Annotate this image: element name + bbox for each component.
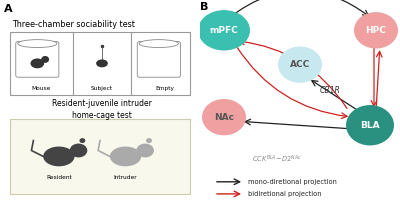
Text: NAc: NAc: [214, 113, 234, 122]
Ellipse shape: [96, 59, 108, 67]
Text: Subject: Subject: [91, 86, 113, 91]
Ellipse shape: [110, 146, 141, 166]
Ellipse shape: [30, 58, 44, 68]
Ellipse shape: [136, 144, 154, 157]
Ellipse shape: [354, 12, 398, 48]
Text: Resident: Resident: [46, 175, 72, 180]
Text: Resident-juvenile intruder: Resident-juvenile intruder: [52, 99, 152, 108]
Text: mono-diretional projection: mono-diretional projection: [248, 179, 337, 185]
Text: B: B: [200, 2, 208, 12]
Ellipse shape: [18, 40, 57, 47]
FancyBboxPatch shape: [137, 42, 180, 77]
Text: $\mathit{CCK}^{\mathit{BLA}}\mathit{\!-\!D2}^{\mathit{NAc}}$: $\mathit{CCK}^{\mathit{BLA}}\mathit{\!-\…: [252, 154, 302, 165]
Text: bidiretional projection: bidiretional projection: [248, 191, 322, 197]
Text: BLA: BLA: [360, 121, 380, 130]
Ellipse shape: [70, 144, 87, 157]
Text: mPFC: mPFC: [210, 26, 238, 35]
Ellipse shape: [139, 40, 178, 47]
Text: A: A: [4, 4, 13, 14]
FancyBboxPatch shape: [10, 32, 190, 95]
Text: Mouse: Mouse: [32, 86, 51, 91]
Text: home-cage test: home-cage test: [72, 111, 132, 120]
Ellipse shape: [346, 105, 394, 145]
Text: HPC: HPC: [366, 26, 386, 35]
Ellipse shape: [198, 10, 250, 51]
Ellipse shape: [41, 56, 49, 63]
Text: Empty: Empty: [155, 86, 174, 91]
Text: ACC: ACC: [290, 60, 310, 69]
Text: Intruder: Intruder: [114, 175, 137, 180]
Ellipse shape: [278, 46, 322, 83]
FancyBboxPatch shape: [16, 42, 59, 77]
FancyBboxPatch shape: [10, 119, 190, 194]
Ellipse shape: [80, 138, 85, 143]
Ellipse shape: [43, 146, 74, 166]
Ellipse shape: [202, 99, 246, 135]
Text: Three-chamber sociability test: Three-chamber sociability test: [12, 20, 135, 29]
Ellipse shape: [146, 138, 152, 143]
Text: CB1R: CB1R: [320, 86, 341, 95]
